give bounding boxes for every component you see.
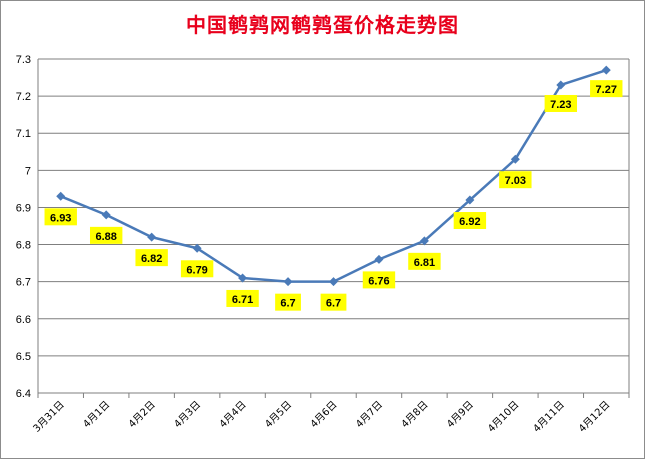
x-tick-label: 3月31日 xyxy=(31,399,67,435)
data-label-text: 6.7 xyxy=(326,298,341,310)
data-label: 6.82 xyxy=(135,249,168,267)
data-label-bg xyxy=(499,171,532,189)
data-point xyxy=(556,80,566,90)
data-label-bg xyxy=(544,94,578,112)
data-label: 6.7 xyxy=(320,293,347,311)
x-tick-label: 4月7日 xyxy=(353,399,385,431)
data-point xyxy=(283,277,293,287)
data-label: 6.92 xyxy=(453,212,487,230)
data-point xyxy=(329,277,338,287)
data-label-text: 7.27 xyxy=(596,84,617,96)
y-tick-label: 7.3 xyxy=(16,54,31,66)
data-label: 6.88 xyxy=(89,226,123,244)
data-label-text: 7.23 xyxy=(550,99,571,111)
data-label-text: 6.76 xyxy=(368,275,389,287)
data-label-bg xyxy=(408,252,441,270)
data-point xyxy=(465,195,475,205)
data-label-bg xyxy=(453,212,487,230)
chart-title: 中国鹌鹑网鹌鹑蛋价格走势图 xyxy=(186,13,459,37)
x-tick-label: 4月2日 xyxy=(126,399,158,431)
data-point xyxy=(147,232,157,242)
y-tick-label: 6.4 xyxy=(16,388,31,400)
data-label: 6.79 xyxy=(180,260,214,278)
data-label-bg xyxy=(226,289,259,307)
data-label-text: 6.93 xyxy=(50,212,71,224)
y-tick-label: 6.9 xyxy=(16,202,31,214)
data-point xyxy=(192,243,202,253)
y-tick-label: 7.2 xyxy=(16,91,31,103)
x-tick-label: 4月1日 xyxy=(81,399,113,431)
data-label-bg xyxy=(44,208,77,226)
data-label-text: 6.82 xyxy=(141,253,162,265)
data-label: 6.93 xyxy=(44,208,77,226)
x-tick-label: 4月4日 xyxy=(217,399,249,431)
data-label: 6.71 xyxy=(226,289,259,307)
x-tick-label: 4月12日 xyxy=(576,399,612,435)
data-label-bg xyxy=(135,249,168,267)
data-label-bg xyxy=(180,260,214,278)
y-tick-label: 7.1 xyxy=(16,128,31,140)
data-label-bg xyxy=(275,293,301,311)
y-tick-label: 6.7 xyxy=(16,277,31,289)
data-label: 6.76 xyxy=(362,271,396,289)
x-tick-label: 4月10日 xyxy=(485,399,521,435)
data-label-text: 6.81 xyxy=(414,257,435,269)
data-label-text: 7.03 xyxy=(505,175,526,187)
y-tick-label: 6.6 xyxy=(16,314,31,326)
x-tick-label: 4月9日 xyxy=(444,399,476,431)
data-label-bg xyxy=(89,226,123,244)
data-label: 7.27 xyxy=(590,80,623,98)
data-label-bg xyxy=(320,293,347,311)
data-point xyxy=(56,191,66,201)
x-tick-label: 4月6日 xyxy=(308,399,340,431)
x-tick-label: 4月8日 xyxy=(399,399,431,431)
data-label-text: 6.7 xyxy=(280,298,295,310)
x-tick-label: 4月5日 xyxy=(263,399,295,431)
data-label-text: 6.92 xyxy=(459,216,480,228)
data-label-text: 6.79 xyxy=(186,264,207,276)
data-label: 6.7 xyxy=(275,293,301,311)
y-tick-label: 6.8 xyxy=(16,240,31,252)
data-point xyxy=(101,210,111,220)
data-point xyxy=(238,273,248,283)
data-label: 7.03 xyxy=(499,171,532,189)
data-point xyxy=(601,65,611,75)
data-label-text: 6.71 xyxy=(232,294,253,306)
data-point xyxy=(419,236,429,246)
data-point xyxy=(510,154,520,164)
y-tick-label: 6.5 xyxy=(16,351,31,363)
data-label-bg xyxy=(590,80,623,98)
data-label: 7.23 xyxy=(544,94,578,112)
y-tick-label: 7 xyxy=(25,165,31,177)
data-label-bg xyxy=(362,271,396,289)
data-point xyxy=(374,254,384,264)
data-label: 6.81 xyxy=(408,252,441,270)
x-tick-label: 4月3日 xyxy=(172,399,204,431)
data-label-text: 6.88 xyxy=(95,231,116,243)
x-tick-label: 4月11日 xyxy=(531,399,567,435)
